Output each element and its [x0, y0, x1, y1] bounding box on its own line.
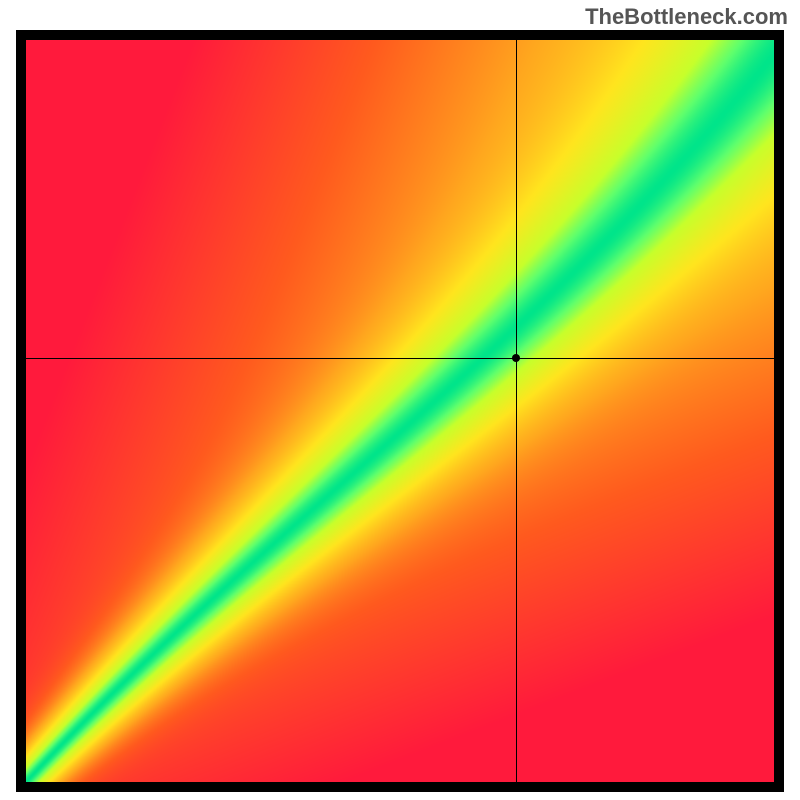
- crosshair-vertical: [516, 40, 517, 782]
- heatmap-canvas: [26, 40, 774, 782]
- watermark-text: TheBottleneck.com: [585, 4, 788, 30]
- chart-frame: [16, 30, 784, 792]
- plot-area: [26, 40, 774, 782]
- crosshair-horizontal: [26, 358, 774, 359]
- crosshair-marker: [512, 354, 520, 362]
